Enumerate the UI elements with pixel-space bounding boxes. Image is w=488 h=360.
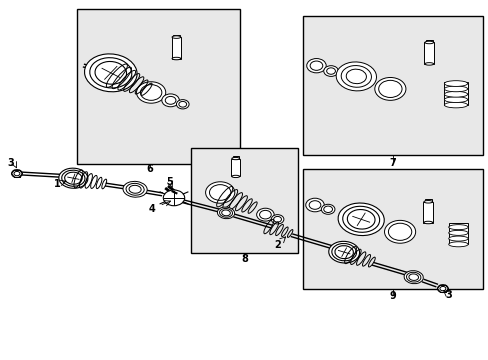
Ellipse shape xyxy=(84,54,137,92)
Ellipse shape xyxy=(126,183,144,195)
Ellipse shape xyxy=(403,271,423,284)
Circle shape xyxy=(256,208,274,221)
Bar xyxy=(232,157,238,158)
Ellipse shape xyxy=(231,175,239,177)
Bar xyxy=(302,169,482,289)
Circle shape xyxy=(136,82,165,103)
Ellipse shape xyxy=(231,157,239,160)
Ellipse shape xyxy=(172,36,181,39)
Circle shape xyxy=(439,287,445,291)
Text: 8: 8 xyxy=(241,254,247,264)
Circle shape xyxy=(384,220,415,243)
Circle shape xyxy=(308,201,320,209)
Bar xyxy=(231,158,240,176)
Ellipse shape xyxy=(444,86,467,92)
Text: 3: 3 xyxy=(445,290,451,300)
Circle shape xyxy=(12,170,22,177)
Ellipse shape xyxy=(406,272,420,282)
Text: 1: 1 xyxy=(54,179,61,189)
Bar xyxy=(173,35,180,37)
Bar xyxy=(425,40,432,42)
Ellipse shape xyxy=(424,41,433,44)
Circle shape xyxy=(326,68,335,74)
Circle shape xyxy=(163,190,184,206)
Circle shape xyxy=(387,223,411,240)
Ellipse shape xyxy=(335,62,376,91)
Ellipse shape xyxy=(129,185,141,193)
Ellipse shape xyxy=(64,172,82,184)
Ellipse shape xyxy=(448,230,467,235)
Ellipse shape xyxy=(95,62,126,84)
Ellipse shape xyxy=(408,274,418,280)
Circle shape xyxy=(273,216,281,222)
Circle shape xyxy=(305,198,324,212)
Ellipse shape xyxy=(172,57,181,60)
Circle shape xyxy=(209,185,230,201)
Ellipse shape xyxy=(444,81,467,86)
Ellipse shape xyxy=(337,203,384,235)
Ellipse shape xyxy=(341,66,371,87)
Ellipse shape xyxy=(424,63,433,65)
Ellipse shape xyxy=(342,206,379,232)
Ellipse shape xyxy=(346,210,374,229)
Circle shape xyxy=(437,285,447,293)
Text: 6: 6 xyxy=(146,164,153,174)
Bar xyxy=(191,148,297,253)
Ellipse shape xyxy=(219,208,232,217)
Bar xyxy=(424,42,433,64)
Bar xyxy=(77,9,239,164)
Ellipse shape xyxy=(423,221,432,224)
Circle shape xyxy=(259,210,271,219)
Bar xyxy=(424,199,431,202)
Ellipse shape xyxy=(90,58,132,88)
Circle shape xyxy=(14,171,20,176)
Text: 3: 3 xyxy=(8,158,15,168)
Ellipse shape xyxy=(448,225,467,230)
Ellipse shape xyxy=(61,170,85,186)
Circle shape xyxy=(176,100,189,109)
Ellipse shape xyxy=(444,91,467,97)
Text: 4: 4 xyxy=(148,204,155,214)
Circle shape xyxy=(140,85,162,100)
Circle shape xyxy=(309,61,322,70)
Ellipse shape xyxy=(444,97,467,103)
Circle shape xyxy=(205,182,234,203)
Circle shape xyxy=(165,96,176,104)
Text: 9: 9 xyxy=(388,291,395,301)
Ellipse shape xyxy=(217,207,234,219)
Ellipse shape xyxy=(444,102,467,108)
Ellipse shape xyxy=(334,246,353,258)
Ellipse shape xyxy=(221,210,230,216)
Circle shape xyxy=(162,94,179,107)
Circle shape xyxy=(306,59,325,73)
Ellipse shape xyxy=(423,201,432,203)
Bar xyxy=(423,202,432,222)
Text: 5: 5 xyxy=(166,177,173,187)
Ellipse shape xyxy=(346,69,366,84)
Ellipse shape xyxy=(448,236,467,241)
Ellipse shape xyxy=(448,242,467,247)
Ellipse shape xyxy=(331,243,356,261)
Circle shape xyxy=(271,215,284,224)
Bar xyxy=(302,16,482,155)
Circle shape xyxy=(179,102,186,107)
Ellipse shape xyxy=(59,168,88,188)
Bar xyxy=(448,223,467,244)
Circle shape xyxy=(323,66,338,76)
Circle shape xyxy=(378,80,401,98)
Text: 7: 7 xyxy=(388,158,395,168)
Circle shape xyxy=(374,77,405,100)
Text: 2: 2 xyxy=(274,240,281,250)
Ellipse shape xyxy=(328,241,359,263)
Bar xyxy=(171,37,181,59)
Ellipse shape xyxy=(123,181,147,197)
Circle shape xyxy=(323,206,332,212)
Bar xyxy=(444,82,467,105)
Circle shape xyxy=(321,204,334,214)
